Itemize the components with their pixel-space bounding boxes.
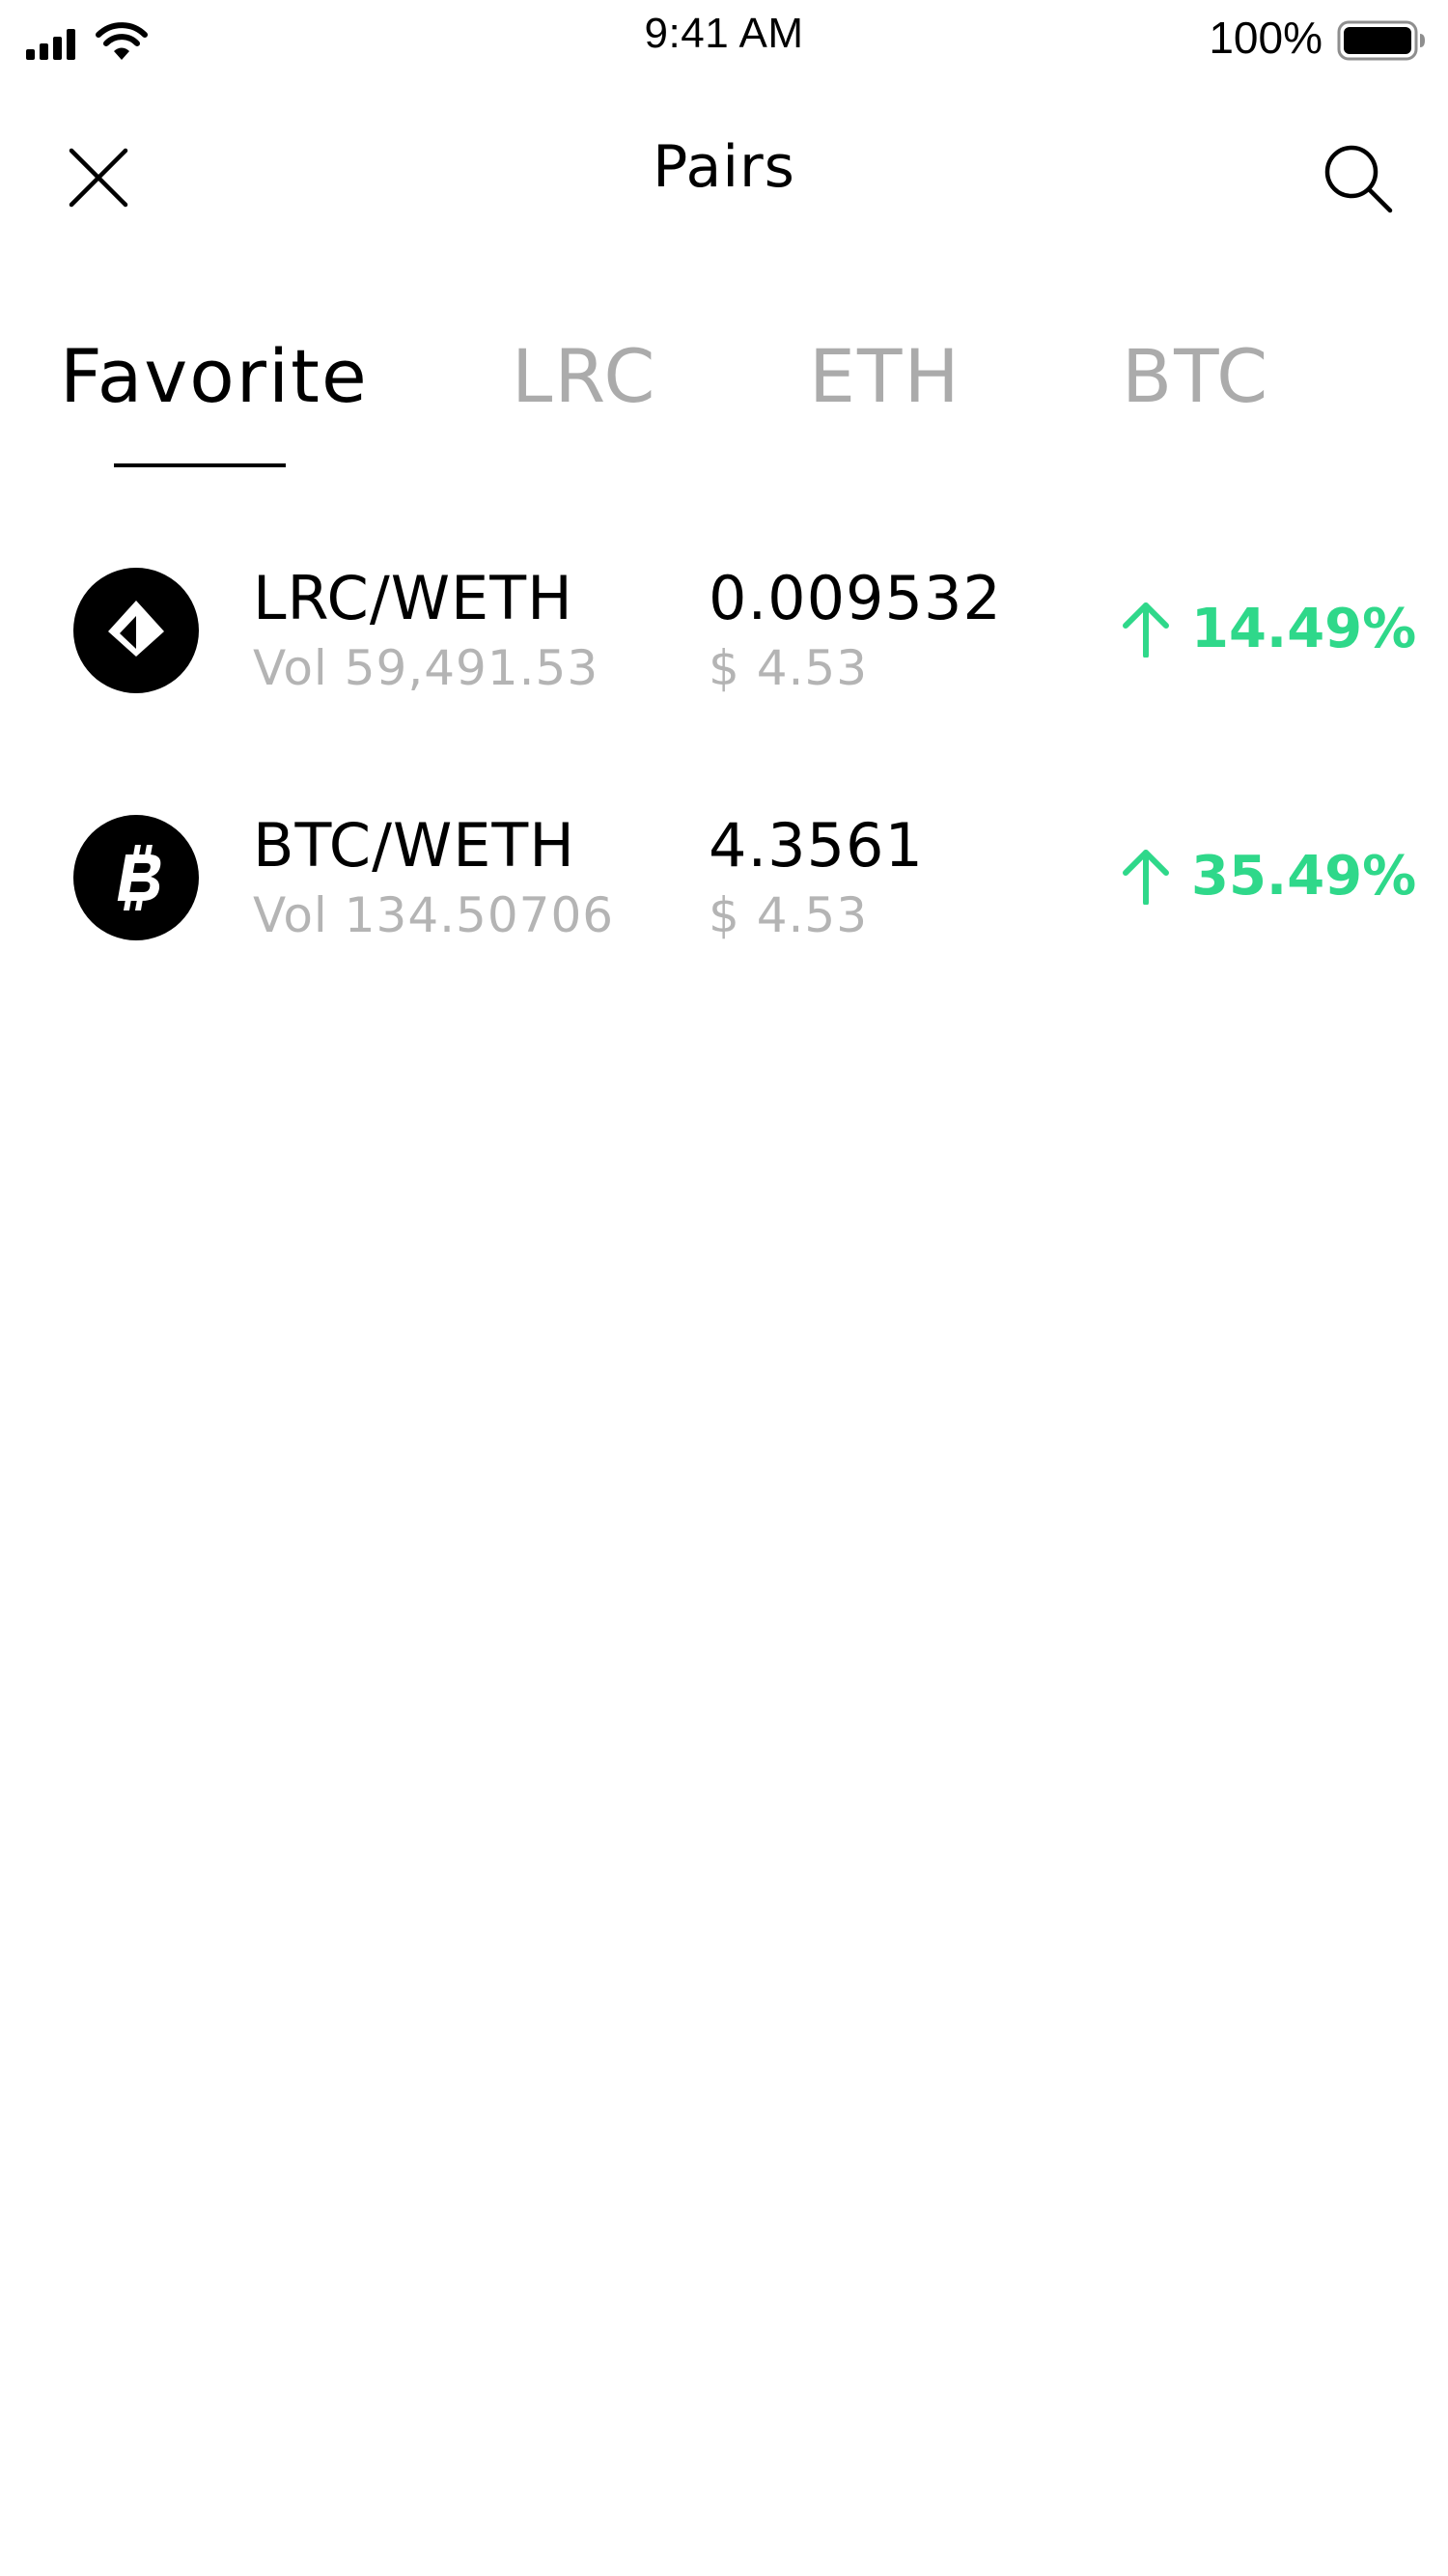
tab-btc[interactable]: BTC (1122, 333, 1270, 419)
nav-bar: Pairs (0, 116, 1448, 222)
pair-change-value: 14.49% (1191, 597, 1417, 660)
close-button[interactable] (60, 139, 137, 216)
pair-tabs: Favorite LRC ETH BTC (0, 328, 1448, 473)
arrow-up-icon (1123, 850, 1169, 905)
pair-row-lrc-weth[interactable]: LRC/WETH Vol 59,491.53 0.009532 $ 4.53 1… (0, 541, 1448, 788)
pair-usd-price: $ 4.53 (709, 640, 869, 696)
battery-percent: 100% (1209, 13, 1323, 63)
tab-lrc[interactable]: LRC (512, 333, 657, 419)
tab-favorite[interactable]: Favorite (60, 333, 369, 419)
pair-name: LRC/WETH (253, 563, 573, 633)
status-bar: 9:41 AM 100% (0, 0, 1448, 77)
pair-change: 14.49% (1120, 585, 1416, 672)
wifi-icon (96, 22, 148, 60)
status-time: 9:41 AM (644, 10, 804, 57)
search-icon (1324, 145, 1393, 213)
pair-volume: Vol 134.50706 (253, 887, 615, 943)
pair-list: LRC/WETH Vol 59,491.53 0.009532 $ 4.53 1… (0, 541, 1448, 1035)
active-tab-indicator (114, 463, 286, 467)
pair-name: BTC/WETH (253, 810, 575, 881)
cellular-signal-icon (26, 27, 84, 60)
pair-row-btc-weth[interactable]: BTC/WETH Vol 134.50706 4.3561 $ 4.53 35.… (0, 788, 1448, 1035)
pair-price: 4.3561 (709, 810, 924, 881)
search-button[interactable] (1315, 135, 1402, 222)
bitcoin-icon (73, 815, 199, 940)
battery-icon (1337, 20, 1425, 61)
pair-change: 35.49% (1120, 832, 1416, 919)
pair-usd-price: $ 4.53 (709, 887, 869, 943)
tab-eth[interactable]: ETH (809, 333, 961, 419)
arrow-up-icon (1123, 602, 1169, 658)
page-title: Pairs (653, 133, 795, 201)
close-icon (69, 148, 128, 208)
pair-change-value: 35.49% (1191, 844, 1417, 908)
pair-price: 0.009532 (709, 563, 1002, 633)
pair-volume: Vol 59,491.53 (253, 640, 599, 696)
loopring-icon (73, 568, 199, 693)
